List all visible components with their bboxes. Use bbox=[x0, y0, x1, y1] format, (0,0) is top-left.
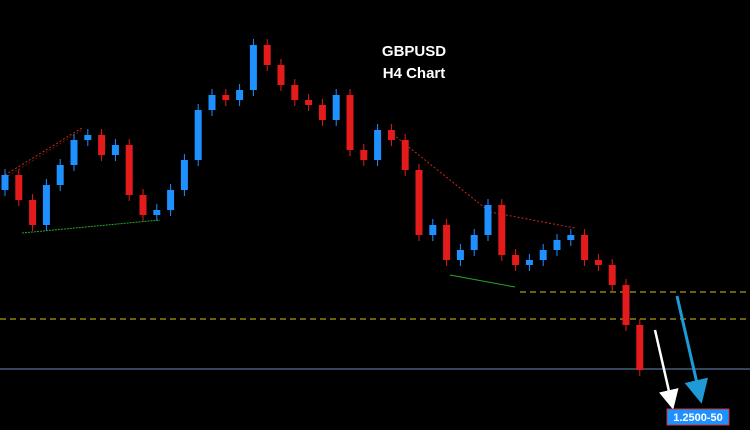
candle-body bbox=[42, 185, 50, 225]
candle-body bbox=[29, 200, 37, 225]
arrow bbox=[653, 329, 679, 410]
candles bbox=[1, 39, 644, 376]
candle-body bbox=[498, 205, 506, 255]
arrow bbox=[675, 295, 709, 404]
candle-body bbox=[70, 140, 78, 165]
candle-body bbox=[387, 130, 395, 140]
candle-body bbox=[429, 225, 437, 235]
candle-body bbox=[15, 175, 23, 200]
candle-body bbox=[153, 210, 161, 215]
candle-body bbox=[636, 325, 644, 370]
candle-body bbox=[401, 140, 409, 170]
candle-body bbox=[236, 90, 244, 100]
candle-body bbox=[56, 165, 64, 185]
price-label-box bbox=[666, 408, 730, 426]
trend-line bbox=[4, 127, 83, 176]
candle-body bbox=[470, 235, 478, 250]
candle-body bbox=[594, 260, 602, 265]
price-label: 1.2500-50 bbox=[673, 412, 723, 424]
candle-body bbox=[443, 225, 451, 260]
candle-body bbox=[222, 95, 230, 100]
candle-body bbox=[1, 175, 9, 190]
candle-body bbox=[539, 250, 547, 260]
trend-line bbox=[4, 129, 83, 179]
chart-title: GBPUSD bbox=[382, 43, 446, 60]
candle-body bbox=[291, 85, 299, 100]
candle-body bbox=[180, 160, 188, 190]
candle-body bbox=[139, 195, 147, 215]
candle-body bbox=[360, 150, 368, 160]
candle-body bbox=[484, 205, 492, 235]
candle-body bbox=[374, 130, 382, 160]
candle-body bbox=[263, 45, 271, 65]
candle-body bbox=[111, 145, 119, 155]
candle-body bbox=[277, 65, 285, 85]
candle-body bbox=[581, 235, 589, 260]
candle-body bbox=[305, 100, 313, 105]
candle-body bbox=[622, 285, 630, 325]
candle-body bbox=[318, 105, 326, 120]
candle-body bbox=[84, 135, 92, 140]
candle-body bbox=[608, 265, 616, 285]
candle-body bbox=[167, 190, 175, 210]
candle-body bbox=[553, 240, 561, 250]
candle-body bbox=[98, 135, 106, 155]
trend-line bbox=[489, 211, 576, 229]
candle-body bbox=[208, 95, 216, 110]
candle-body bbox=[456, 250, 464, 260]
candle-body bbox=[567, 235, 575, 240]
candle-body bbox=[525, 260, 533, 265]
trend-line bbox=[449, 274, 516, 288]
candle-body bbox=[346, 95, 354, 150]
candle-body bbox=[194, 110, 202, 160]
trend-line bbox=[21, 219, 161, 234]
chart-subtitle: H4 Chart bbox=[383, 65, 446, 82]
candle-body bbox=[125, 145, 133, 195]
candle-body bbox=[415, 170, 423, 235]
candle-body bbox=[512, 255, 520, 265]
candle-body bbox=[332, 95, 340, 120]
candle-body bbox=[249, 45, 257, 90]
